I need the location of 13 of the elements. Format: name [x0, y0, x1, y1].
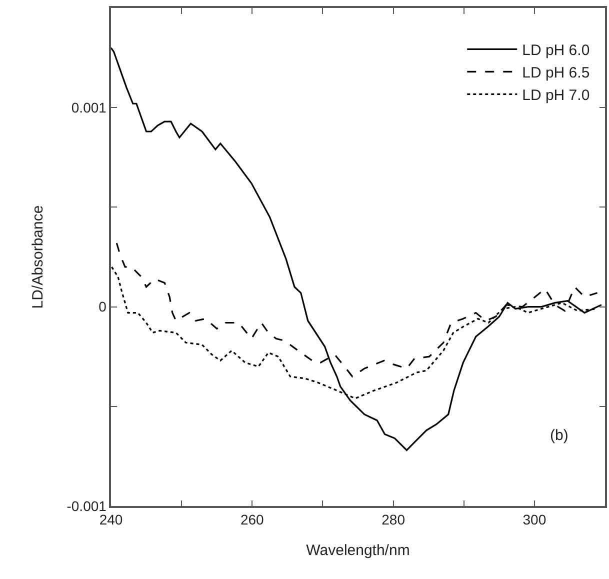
legend-label: LD pH 6.0	[522, 42, 590, 59]
x-tick-label: 240	[99, 512, 123, 528]
y-tick-label: 0.001	[71, 100, 107, 116]
x-axis-title: Wavelength/nm	[306, 542, 410, 560]
legend-label: LD pH 6.5	[522, 64, 590, 82]
y-axis-title: LD/Absorbance	[29, 205, 46, 309]
x-tick-label: 280	[382, 512, 406, 528]
y-tick-label: -0.001	[66, 498, 107, 514]
legend-label: LD pH 7.0	[522, 87, 590, 104]
annotation: (b)	[550, 427, 568, 444]
y-tick-label: 0	[98, 298, 107, 315]
x-tick-label: 300	[522, 512, 546, 528]
x-tick-label: 260	[240, 512, 264, 528]
